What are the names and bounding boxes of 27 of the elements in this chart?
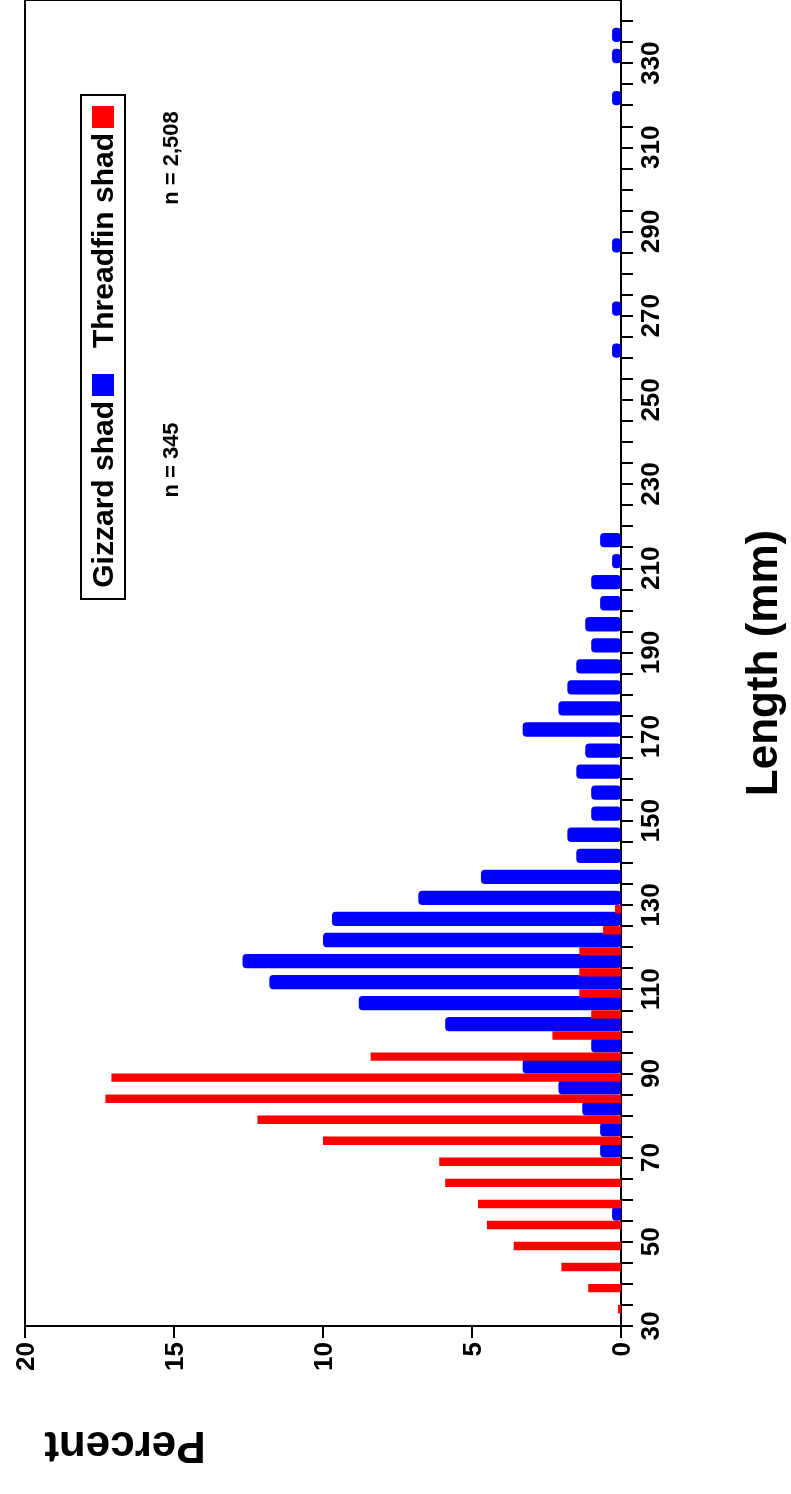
y-tick-label: 330 bbox=[635, 41, 665, 85]
y-tick-label: 30 bbox=[635, 1311, 665, 1341]
annotation: n = 345 bbox=[157, 422, 183, 498]
y-tick-label: 250 bbox=[635, 378, 665, 422]
x-axis-title: Percent bbox=[43, 1422, 206, 1472]
x-tick-label: 5 bbox=[457, 1342, 487, 1357]
legend-label: Threadfin shad bbox=[86, 133, 120, 349]
y-tick-label: 270 bbox=[635, 294, 665, 338]
y-tick-label: 70 bbox=[635, 1143, 665, 1173]
y-tick-label: 170 bbox=[635, 714, 665, 759]
y-tick-label: 310 bbox=[635, 125, 665, 170]
x-tick-label: 15 bbox=[159, 1342, 189, 1371]
y-tick-label: 150 bbox=[635, 799, 665, 843]
y-tick-label: 90 bbox=[635, 1058, 665, 1088]
x-tick-label: 0 bbox=[606, 1342, 636, 1357]
y-tick-label: 190 bbox=[635, 630, 665, 675]
x-tick-label: 10 bbox=[308, 1342, 338, 1371]
x-tick-label: 20 bbox=[10, 1342, 40, 1371]
y-tick-label: 130 bbox=[635, 883, 665, 927]
y-tick-label: 230 bbox=[635, 462, 665, 506]
annotation: n = 2,508 bbox=[157, 111, 183, 205]
y-tick-label: 210 bbox=[635, 546, 665, 590]
y-tick-label: 50 bbox=[635, 1227, 665, 1257]
y-tick-label: 110 bbox=[635, 968, 665, 1011]
y-tick-label: 290 bbox=[635, 209, 665, 254]
y-axis-title: Length (mm) bbox=[736, 529, 786, 797]
legend-label: Gizzard shad bbox=[86, 401, 120, 588]
